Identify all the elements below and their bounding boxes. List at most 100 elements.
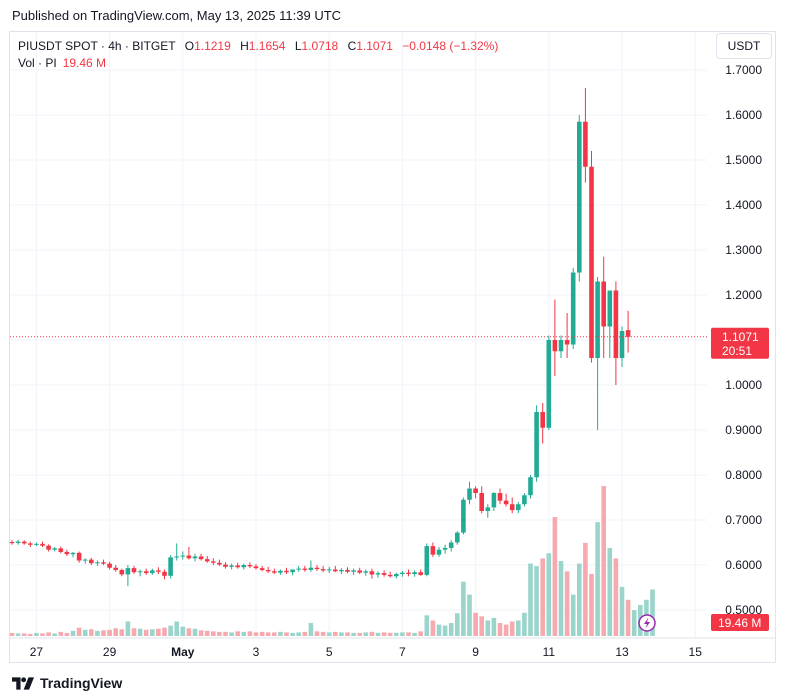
volume-bar xyxy=(485,620,491,636)
volume-bar xyxy=(168,625,173,636)
open-label: O xyxy=(184,39,195,53)
price-tick-label: 1.7000 xyxy=(725,63,762,77)
candle-body xyxy=(479,493,484,511)
volume-bar xyxy=(650,589,655,636)
candle-body xyxy=(272,571,277,573)
volume-bar xyxy=(162,627,167,636)
candle-body xyxy=(625,330,631,337)
candle-body xyxy=(381,573,387,575)
volume-bar xyxy=(528,563,533,636)
volume-bar xyxy=(589,573,594,636)
volume-bar xyxy=(70,630,76,636)
price-tick-label: 1.5000 xyxy=(725,153,762,167)
volume-bar xyxy=(217,631,222,636)
candle-body xyxy=(119,569,125,575)
time-axis[interactable]: 27 29 May 3 5 7 9 11 13 15 xyxy=(10,637,776,659)
volume-bar xyxy=(583,542,588,636)
candle-body xyxy=(89,559,94,564)
time-tick-label: 13 xyxy=(615,645,629,659)
price-tick-label: 1.4000 xyxy=(725,198,762,212)
volume-bar xyxy=(406,632,411,636)
time-tick-label: 11 xyxy=(543,645,556,659)
volume-bar xyxy=(509,621,515,636)
candle-body xyxy=(570,272,576,345)
lightning-icon[interactable] xyxy=(638,614,656,632)
candle-body xyxy=(76,552,82,561)
volume-bar xyxy=(174,621,179,636)
price-tick-label: 0.8000 xyxy=(725,468,762,482)
price-tick-label: 1.3000 xyxy=(725,243,762,257)
volume-bar xyxy=(46,632,51,636)
volume-bar xyxy=(15,633,21,636)
candle-body xyxy=(607,290,613,327)
volume-bar xyxy=(192,628,198,636)
candle-body xyxy=(64,551,70,555)
candle-body xyxy=(406,572,411,574)
volume-bar xyxy=(473,612,478,636)
volume-bar xyxy=(467,594,472,636)
high-value: 1.1654 xyxy=(248,39,286,53)
candle-body xyxy=(150,570,155,574)
candle-body xyxy=(28,543,33,545)
close-label: C xyxy=(347,39,357,53)
volume-bar xyxy=(40,633,45,636)
candle-body xyxy=(534,412,539,478)
volume-bar xyxy=(540,558,545,636)
candle-body xyxy=(448,542,454,548)
volume-bar xyxy=(186,628,192,636)
bar-countdown: 20:51 xyxy=(722,344,752,358)
candle-body xyxy=(58,548,64,552)
volume-bars xyxy=(9,486,655,636)
candle-body xyxy=(436,549,442,555)
chart-frame xyxy=(9,31,776,663)
volume-bar xyxy=(479,616,484,636)
candle-body xyxy=(619,331,625,358)
time-tick-label: 9 xyxy=(472,645,479,659)
symbol-label[interactable]: PIUSDT SPOT · 4h · BITGET xyxy=(18,39,176,53)
candle-body xyxy=(204,559,210,562)
volume-badge xyxy=(711,614,769,631)
currency-button[interactable]: USDT xyxy=(716,33,772,59)
volume-bar xyxy=(363,632,369,636)
candle-body xyxy=(143,571,149,574)
volume-bar xyxy=(64,632,70,636)
candle-body xyxy=(253,566,259,569)
volume-label[interactable]: Vol · PI xyxy=(18,56,57,70)
candle-body xyxy=(491,493,497,508)
candle-body xyxy=(503,500,509,505)
volume-bar xyxy=(534,566,539,636)
candle-body xyxy=(174,556,179,558)
candle-body xyxy=(601,281,606,327)
volume-bar xyxy=(58,631,64,636)
volume-bar xyxy=(107,629,112,636)
volume-bar xyxy=(619,586,625,636)
candle-body xyxy=(546,340,552,428)
candle-body xyxy=(509,504,515,511)
candle-body xyxy=(540,412,545,428)
candle-body xyxy=(125,568,131,575)
candle-body xyxy=(357,570,362,573)
time-tick-label: 7 xyxy=(399,645,406,659)
volume-bar xyxy=(357,632,362,636)
candle-body xyxy=(223,564,228,567)
volume-bar xyxy=(601,486,606,636)
volume-bar xyxy=(442,625,448,636)
low-label: L xyxy=(294,39,302,53)
volume-bar xyxy=(52,633,57,636)
volume-bar xyxy=(577,563,582,636)
candle-body xyxy=(198,556,204,560)
candle-body xyxy=(400,572,405,574)
volume-bar xyxy=(76,627,82,636)
volume-bar xyxy=(522,612,527,636)
volume-bar xyxy=(308,623,314,636)
candle-body xyxy=(333,569,338,572)
volume-legend: Vol · PI 19.46 M xyxy=(18,56,106,70)
candle-body xyxy=(284,570,289,573)
volume-bar xyxy=(381,632,387,636)
volume-bar xyxy=(412,632,417,636)
candle-body xyxy=(552,340,558,352)
volume-bar xyxy=(278,631,283,636)
candle-body xyxy=(613,290,619,358)
footer-brand[interactable]: TradingView xyxy=(12,675,122,691)
